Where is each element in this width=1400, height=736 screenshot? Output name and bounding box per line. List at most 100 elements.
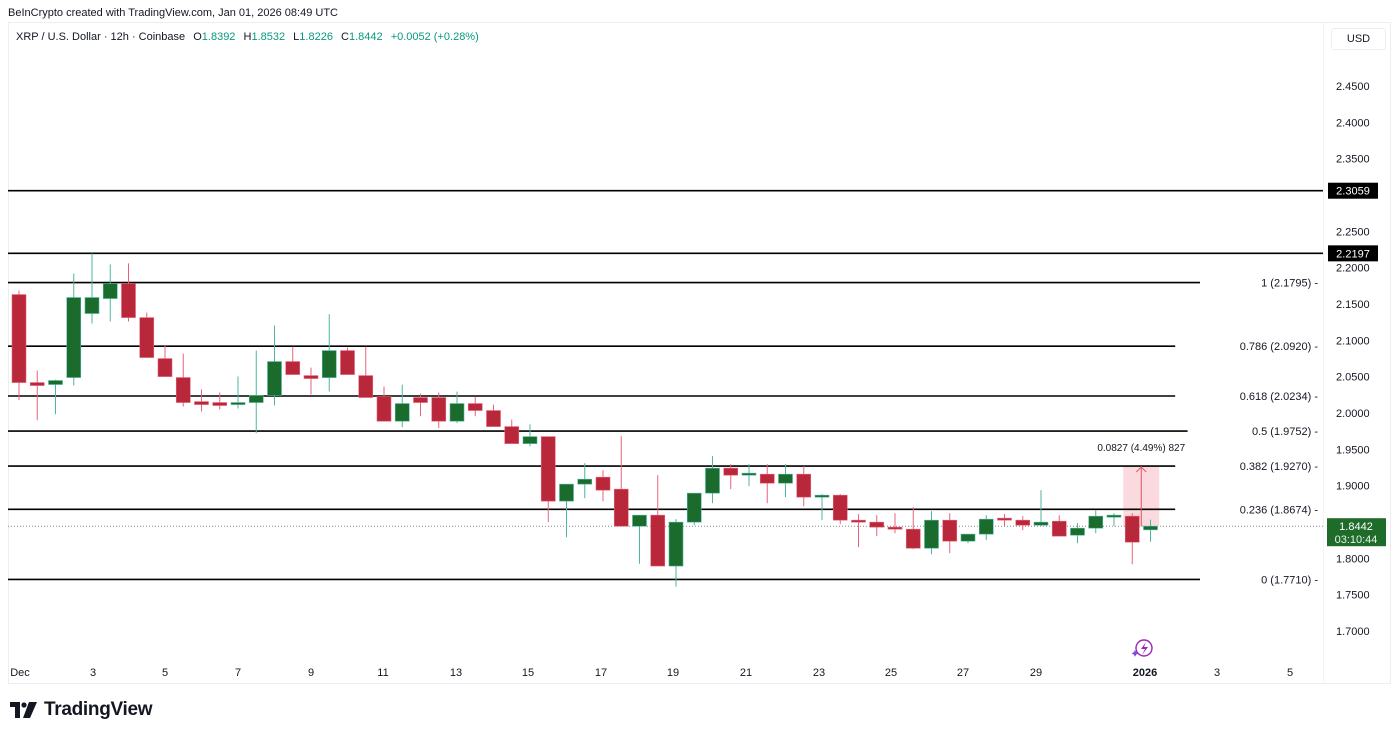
candle-body[interactable] [613,488,629,527]
candle-body[interactable] [924,519,939,549]
candle-body[interactable] [340,350,355,375]
candle-body[interactable] [851,519,866,523]
y-axis-tick: 1.9500 [1336,444,1370,456]
y-axis-tick: 1.7500 [1336,590,1370,602]
candle-body[interactable] [230,402,246,405]
x-axis-tick: 5 [1287,667,1293,679]
candle-body[interactable] [303,375,319,379]
candle-body[interactable] [650,514,666,567]
tradingview-logo: TradingView [10,699,153,721]
candle-body[interactable] [759,473,775,484]
y-axis-tick: 2.2500 [1336,226,1370,238]
fibonacci-level-label: 0.236 (1.8674) - [1240,504,1319,516]
candle-body[interactable] [157,358,173,377]
candle-body[interactable] [905,528,921,549]
candle-body[interactable] [139,317,155,358]
candle-body[interactable] [358,375,374,398]
fibonacci-level-label: 0.786 (2.0920) - [1240,341,1319,353]
symbol-title: XRP / U.S. Dollar · 12h · Coinbase [16,31,186,43]
candle-body[interactable] [978,518,994,535]
candle-body[interactable] [522,436,538,444]
last-price-value: 1.8442 [1339,521,1373,533]
candle-body[interactable] [1033,521,1049,526]
candle-body[interactable] [394,403,410,422]
open-value: 1.8392 [201,31,236,43]
candle-body[interactable] [997,517,1012,521]
candle-body[interactable] [285,361,301,375]
candle-body[interactable] [212,402,228,406]
candle-body[interactable] [668,521,684,567]
x-axis-tick: 3 [1214,667,1220,679]
candle-body[interactable] [194,401,209,405]
candle-body[interactable] [102,283,118,299]
candle-body[interactable] [267,361,282,396]
fibonacci-level-label: 1 (2.1795) - [1261,278,1318,290]
candle-body[interactable] [1015,519,1031,526]
x-axis-tick: 9 [308,667,314,679]
y-axis-tick: 2.2000 [1336,263,1370,275]
candle-body[interactable] [449,403,465,422]
open-label: O [193,31,202,43]
candle-body[interactable] [84,297,100,314]
x-axis-tick: 25 [885,667,897,679]
candle-body[interactable] [960,533,976,542]
y-axis-tick: 2.0500 [1336,372,1370,384]
candle-body[interactable] [431,397,447,422]
lightning-bolt-icon [1141,642,1148,655]
candle-body[interactable] [869,521,885,528]
candle-body[interactable] [778,473,793,484]
y-axis-tick: 2.3500 [1336,154,1370,166]
currency-selector[interactable]: USD [1331,28,1386,50]
candle-body[interactable] [686,492,702,523]
candle-body[interactable] [1124,515,1140,543]
high-value: 1.8532 [251,31,286,43]
x-axis-tick: 19 [667,667,679,679]
price-level-tag [1328,245,1378,262]
candle-body[interactable] [1051,520,1067,537]
candle-body[interactable] [467,403,483,411]
candle-body[interactable] [376,396,392,422]
candle-body[interactable] [887,526,903,530]
candle-body[interactable] [11,294,27,383]
candle-body[interactable] [175,377,191,403]
candle-body[interactable] [29,382,45,386]
candle-body[interactable] [413,397,428,403]
y-axis-tick: 1.8000 [1336,553,1370,565]
y-axis-tick: 1.7000 [1336,626,1370,638]
candle-body[interactable] [1143,525,1158,531]
high-label: H [243,31,252,43]
candle-body[interactable] [741,472,757,476]
candle-body[interactable] [705,467,720,494]
candle-body[interactable] [248,395,264,403]
x-axis-tick: 17 [595,667,607,679]
candle-body[interactable] [796,473,812,498]
last-price-tag [1327,518,1386,547]
candle-body[interactable] [1106,514,1122,518]
candle-body[interactable] [321,350,337,378]
candle-body[interactable] [486,410,501,427]
candle-body[interactable] [595,476,611,491]
close-label: C [341,31,349,43]
candle-body[interactable] [632,514,647,527]
candle-body[interactable] [48,380,63,385]
candle-body[interactable] [559,483,574,502]
candle-body[interactable] [814,494,830,498]
candle-body[interactable] [577,478,593,485]
fibonacci-level-label: 0.382 (1.9270) - [1240,461,1319,473]
change-value: +0.0052 (+0.28%) [390,31,479,43]
candle-body[interactable] [832,494,848,521]
candle-body[interactable] [1088,515,1104,529]
candle-body[interactable] [504,426,520,444]
candle-body[interactable] [942,519,958,542]
candle-body[interactable] [1070,527,1085,536]
candle-body[interactable] [723,467,739,476]
candle-body[interactable] [540,436,556,502]
price-level-tag [1328,182,1378,199]
candle-body[interactable] [66,297,82,378]
x-axis-tick: 23 [813,667,825,679]
lightning-event-icon[interactable] [1135,639,1153,657]
candle-body[interactable] [121,283,136,318]
tradingview-wordmark: TradingView [44,699,153,720]
chart-frame [8,22,1391,684]
